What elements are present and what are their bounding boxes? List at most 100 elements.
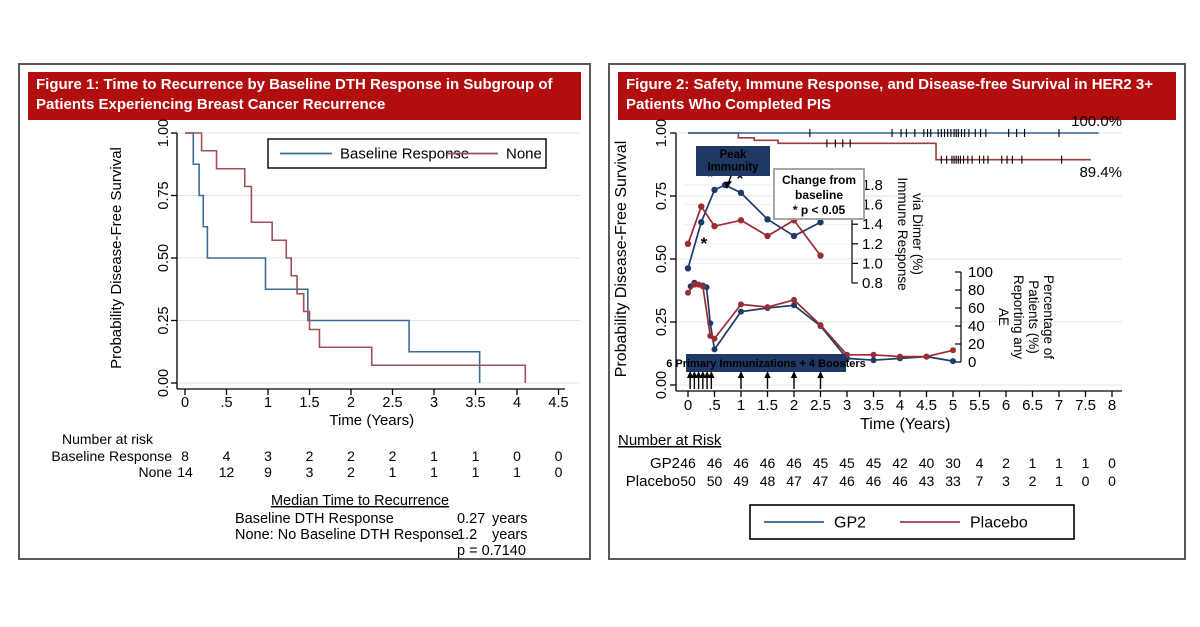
ae-axis-title-line: AE	[996, 308, 1011, 326]
km-curve-0	[185, 132, 481, 383]
significance-asterisk: *	[737, 169, 744, 188]
risk-value: 46	[786, 455, 802, 471]
risk-value: 46	[707, 455, 723, 471]
x-tick-label: 1.5	[299, 395, 319, 411]
risk-value: 1	[389, 464, 397, 480]
x-tick-label: 2	[347, 395, 355, 411]
y-tick-label: 0.00	[654, 371, 670, 399]
x-tick-label: 3	[430, 395, 438, 411]
x-tick-label: 2	[790, 397, 798, 414]
immunization-arrow-head	[695, 371, 702, 378]
x-axis-title: Time (Years)	[329, 412, 414, 429]
ae-marker	[711, 346, 718, 353]
risk-value: 50	[707, 473, 723, 489]
y-tick-label: 1.00	[654, 119, 670, 147]
legend-label: None	[506, 146, 542, 163]
ae-axis-title-line: Patients (%)	[1026, 280, 1041, 354]
risk-value: 0	[1082, 473, 1090, 489]
note-box-text: Change from	[782, 173, 856, 187]
y-tick-label: 0.25	[654, 308, 670, 336]
ae-marker	[691, 281, 698, 288]
x-tick-label: .5	[708, 397, 721, 414]
y-tick-label: 0.75	[156, 181, 172, 209]
x-tick-label: .5	[220, 395, 232, 411]
peak-immunity-box	[696, 146, 770, 176]
risk-value: 50	[680, 473, 696, 489]
immune-marker	[764, 216, 771, 223]
immunization-box-text: 6 Primary Immunizations + 4 Boosters	[666, 358, 866, 370]
immunization-arrow-head	[817, 371, 824, 378]
peak-immunity-text: Immunity	[707, 162, 759, 174]
risk-value: 4	[223, 448, 231, 464]
note-box-text: * p < 0.05	[793, 203, 846, 217]
median-row-value: 0.27	[457, 511, 485, 527]
ae-axis-title-line: Percentage of	[1041, 275, 1056, 359]
risk-value: 0	[1108, 473, 1116, 489]
risk-row-label: GP2	[650, 455, 680, 472]
ae-marker	[685, 289, 691, 296]
risk-value: 1	[1082, 455, 1090, 471]
risk-table-header: Number at Risk	[618, 432, 722, 449]
risk-value: 0	[555, 448, 563, 464]
risk-value: 1	[430, 464, 438, 480]
immune-marker	[817, 219, 824, 226]
risk-value: 43	[919, 473, 935, 489]
significance-asterisk: *	[707, 167, 714, 186]
x-tick-label: 0	[684, 397, 692, 414]
ae-marker	[738, 308, 744, 315]
risk-value: 46	[760, 455, 776, 471]
immune-marker	[711, 222, 718, 230]
immunization-arrow-head	[699, 371, 707, 378]
immune-marker	[764, 232, 771, 240]
immune-tick-label: 1.2	[862, 236, 883, 253]
immunization-arrow-head	[703, 371, 711, 378]
figure2-title-banner: Figure 2: Safety, Immune Response, and D…	[618, 72, 1176, 120]
ae-marker	[897, 353, 903, 360]
ae-tick-label: 60	[968, 300, 985, 317]
risk-value: 46	[866, 473, 882, 489]
x-axis-title: Time (Years)	[860, 416, 950, 433]
immune-marker	[737, 189, 745, 197]
survival-end-label-placebo: 89.4%	[1079, 164, 1122, 181]
immunization-arrow-head	[686, 371, 694, 378]
risk-value: 46	[680, 455, 696, 471]
risk-row-label: Baseline Response	[51, 448, 172, 464]
risk-value: 48	[760, 473, 776, 489]
risk-value: 1	[513, 464, 521, 480]
y-tick-label: 0.75	[654, 182, 670, 210]
risk-value: 2	[347, 464, 355, 480]
risk-value: 0	[1108, 455, 1116, 471]
immune-marker	[684, 240, 692, 247]
immune-marker	[684, 265, 692, 272]
risk-value: 7	[976, 473, 984, 489]
ae-tick-label: 100	[968, 264, 993, 281]
x-tick-label: 3	[843, 397, 851, 414]
risk-value: 2	[389, 448, 397, 464]
risk-value: 42	[892, 455, 908, 471]
risk-value: 3	[264, 448, 272, 464]
risk-value: 9	[264, 464, 272, 480]
figure2-chart: 0.000.250.500.751.000.5 1 1.5 2 2.5 3 3.5 4 4.5 5…	[613, 113, 1122, 540]
ae-tick-label: 80	[968, 282, 985, 299]
risk-value: 12	[219, 464, 235, 480]
x-tick-label: 3.5	[465, 395, 485, 411]
x-tick-label: 5.5	[969, 397, 990, 414]
risk-value: 1	[1055, 455, 1063, 471]
immune-tick-label: 1.0	[862, 255, 883, 272]
immunization-arrow-head	[764, 371, 771, 378]
median-row-unit: years	[492, 527, 527, 543]
x-tick-label: 3.5	[863, 397, 884, 414]
median-block-title: Median Time to Recurrence	[271, 493, 449, 509]
immune-tick-label: 1.4	[862, 216, 883, 233]
risk-value: 46	[839, 473, 855, 489]
ae-marker	[817, 322, 824, 329]
immunization-box	[686, 354, 846, 372]
risk-value: 2	[347, 448, 355, 464]
y-axis-title: Probability Disease-Free Survival	[108, 147, 125, 369]
risk-value: 1	[430, 448, 438, 464]
note-box	[773, 168, 865, 220]
risk-table-header: Number at risk	[62, 431, 154, 447]
risk-value: 45	[866, 455, 882, 471]
ae-tick-label: 0	[968, 354, 976, 371]
y-tick-label: 0.00	[156, 369, 172, 397]
